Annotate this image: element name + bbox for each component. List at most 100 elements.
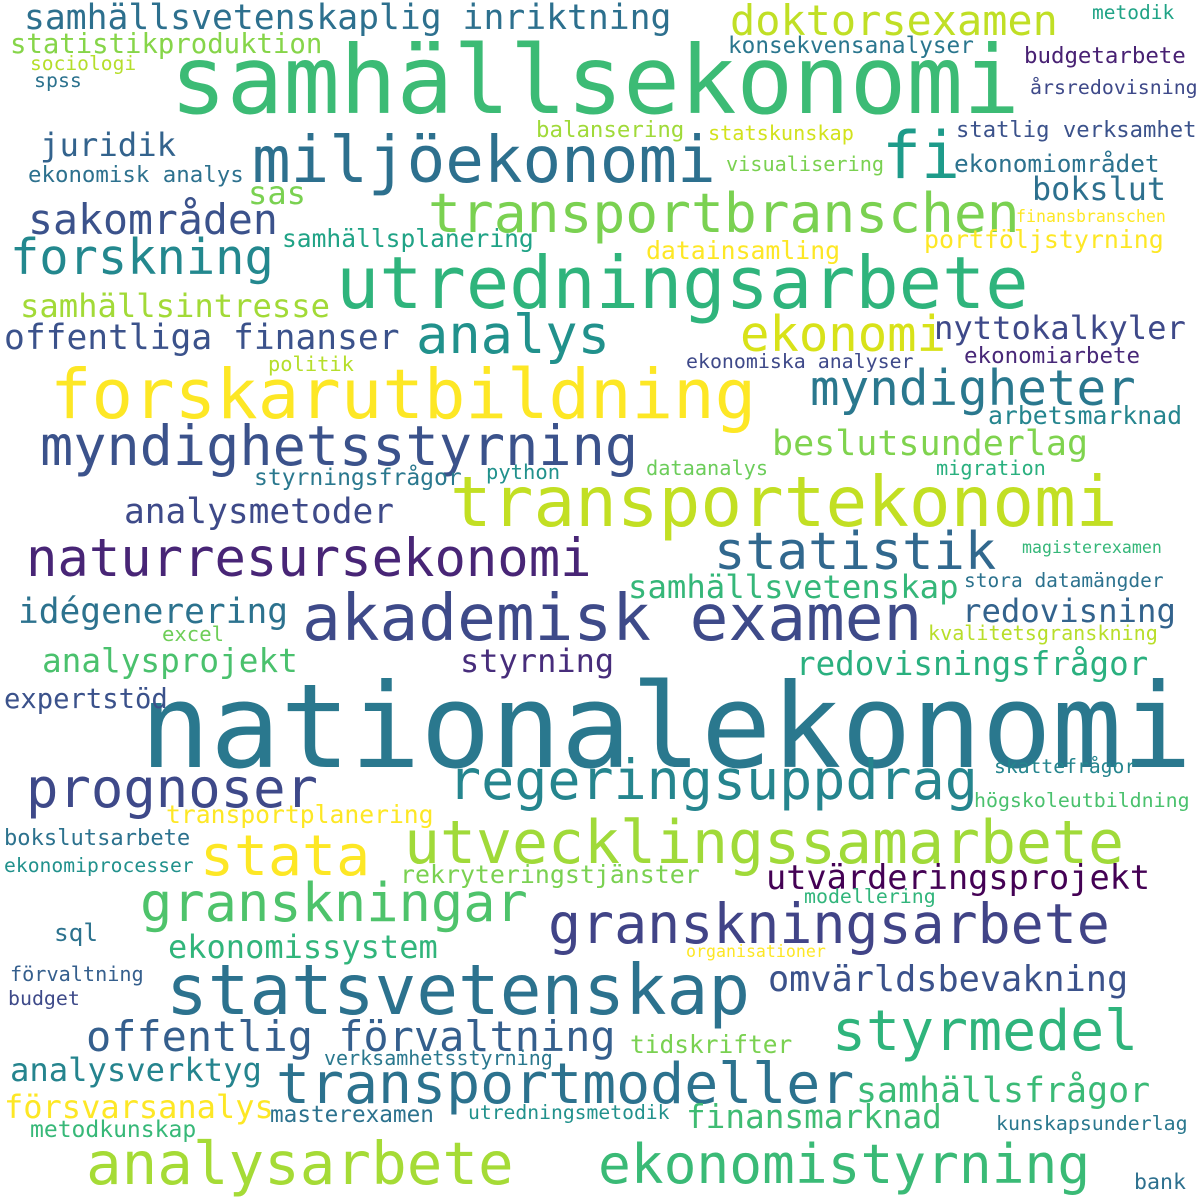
word-samhallsfragor: samhällsfrågor <box>856 1070 1151 1111</box>
word-kvalitetsgranskning: kvalitetsgranskning <box>928 620 1158 645</box>
word-omvarldsbevakning: omvärldsbevakning <box>768 958 1129 1000</box>
word-masterexamen: masterexamen <box>270 1102 434 1129</box>
word-granskningsarbete: granskningsarbete <box>548 892 1110 957</box>
word-tidskrifter: tidskrifter <box>630 1030 793 1060</box>
word-samhallsekonomi: samhällsekonomi <box>170 27 1020 137</box>
word-ekonomissystem: ekonomissystem <box>168 928 438 967</box>
word-ekonomiomradet: ekonomiområdet <box>954 149 1160 179</box>
word-balansering: balansering <box>536 117 685 144</box>
word-statskunskap: statskunskap <box>708 120 854 145</box>
word-idegenerering: idégenerering <box>18 592 289 633</box>
word-analysprojekt: analysprojekt <box>42 642 298 680</box>
word-samhallsintresse: samhällsintresse <box>20 287 331 326</box>
word-budget: budget <box>8 986 80 1010</box>
word-portfoljstyrning: portföljstyrning <box>924 225 1164 254</box>
word-dataanalys: dataanalys <box>646 455 769 480</box>
word-hogskoleutbildning: högskoleutbildning <box>974 788 1190 812</box>
word-nationalekonomi: nationalekonomi <box>140 660 1193 796</box>
word-forsvarsanalys: försvarsanalys <box>4 1088 274 1127</box>
word-utredningsarbete: utredningsarbete <box>336 240 1029 325</box>
word-utvecklingssamarbete: utvecklingssamarbete <box>404 807 1125 878</box>
word-miljoekonomi: miljöekonomi <box>252 122 716 198</box>
word-myndighetsstyrning: myndighetsstyrning <box>40 415 639 480</box>
word-politik: politik <box>268 352 354 377</box>
word-finansmarknad: finansmarknad <box>686 1098 942 1136</box>
word-bokslutsarbete: bokslutsarbete <box>4 824 191 851</box>
word-kunskapsunderlag: kunskapsunderlag <box>996 1111 1188 1135</box>
word-ekonomiska-analyser: ekonomiska analyser <box>686 349 914 373</box>
word-transportekonomi: transportekonomi <box>450 462 1118 543</box>
word-organisationer: organisationer <box>686 942 826 962</box>
word-ekonomiprocesser: ekonomiprocesser <box>4 853 194 877</box>
word-forskarutbildning: forskarutbildning <box>50 355 757 436</box>
word-arsredovisning: årsredovisning <box>1030 75 1198 99</box>
word-verksamhetsstyrning: verksamhetsstyrning <box>324 1045 553 1070</box>
word-modellering: modellering <box>804 884 936 908</box>
word-ekonomiarbete: ekonomiarbete <box>964 343 1141 370</box>
word-offentlig-forvaltning: offentlig förvaltning <box>86 1012 616 1062</box>
word-samhallsvetenskaplig-inriktning: samhällsvetenskaplig inriktning <box>24 0 672 38</box>
word-statlig-verksamhet: statlig verksamhet <box>956 116 1197 143</box>
word-finansbranschen: finansbranschen <box>1016 207 1166 227</box>
word-transportmodeller: transportmodeller <box>276 1051 855 1117</box>
word-sociologi: sociologi <box>30 51 137 75</box>
word-stata: stata <box>200 823 371 889</box>
word-stora-datamangder: stora datamängder <box>964 568 1164 592</box>
word-samhallsplanering: samhällsplanering <box>282 224 534 254</box>
word-excel: excel <box>162 622 224 647</box>
word-beslutsunderlag: beslutsunderlag <box>772 423 1089 464</box>
word-analysarbete: analysarbete <box>86 1129 514 1199</box>
word-budgetarbete: budgetarbete <box>1024 43 1186 70</box>
word-samhallsvetenskap: samhällsvetenskap <box>628 568 959 607</box>
word-ekonomi: ekonomi <box>740 305 947 363</box>
word-granskningar: granskningar <box>140 871 528 935</box>
word-bokslut: bokslut <box>1032 170 1167 208</box>
word-statistikproduktion: statistikproduktion <box>10 28 323 60</box>
word-sql: sql <box>54 918 99 948</box>
word-styrning: styrning <box>460 642 615 681</box>
word-analysmetoder: analysmetoder <box>124 492 395 533</box>
word-akademisk-examen: akademisk examen <box>302 580 923 656</box>
word-juridik: juridik <box>40 126 177 165</box>
word-migration: migration <box>936 456 1046 481</box>
word-utredningsmetodik: utredningsmetodik <box>468 1100 670 1124</box>
word-sas: sas <box>248 174 306 213</box>
word-prognoser: prognoser <box>26 757 319 820</box>
word-forvaltning: förvaltning <box>10 961 144 986</box>
word-spss: spss <box>34 68 82 92</box>
word-myndigheter: myndigheter <box>810 359 1136 418</box>
word-forskning: forskning <box>10 229 274 286</box>
word-visualisering: visualisering <box>726 151 885 176</box>
word-fi: fi <box>882 119 961 195</box>
word-statsvetenskap: statsvetenskap <box>166 951 751 1031</box>
word-doktorsexamen: doktorsexamen <box>730 0 1058 46</box>
word-skattefragor: skattefrågor <box>994 754 1137 778</box>
word-analysverktyg: analysverktyg <box>10 1051 262 1090</box>
word-rekryteringstjanster: rekryteringstjänster <box>400 860 700 889</box>
word-sakomraden: sakområden <box>28 195 278 245</box>
word-metodik: metodik <box>1092 0 1175 24</box>
word-transportbranschen: transportbranschen <box>428 180 1020 245</box>
word-transportplanering: transportplanering <box>166 800 434 830</box>
word-analys: analys <box>416 303 610 367</box>
word-styrningsfragor: styrningsfrågor <box>254 465 462 491</box>
word-python: python <box>486 460 561 485</box>
word-styrmedel: styrmedel <box>832 998 1139 1064</box>
word-bank: bank <box>1134 1169 1187 1195</box>
word-arbetsmarknad: arbetsmarknad <box>988 401 1183 431</box>
word-magisterexamen: magisterexamen <box>1022 538 1162 558</box>
word-nyttokalkyler: nyttokalkyler <box>934 309 1186 348</box>
word-naturresursekonomi: naturresursekonomi <box>26 528 592 589</box>
word-ekonomistyrning: ekonomistyrning <box>598 1131 1091 1196</box>
word-redovisning: redovisning <box>962 592 1176 631</box>
word-ekonomisk-analys: ekonomisk analys <box>28 162 244 189</box>
word-regeringsuppdrag: regeringsuppdrag <box>448 748 978 813</box>
word-statistik: statistik <box>714 521 997 582</box>
word-konsekvensanalyser: konsekvensanalyser <box>728 33 974 60</box>
word-expertstod: expertstöd <box>4 683 168 715</box>
word-offentliga-finanser: offentliga finanser <box>4 318 400 358</box>
word-datainsamling: datainsamling <box>646 236 841 266</box>
word-redovisningsfragor: redovisningsfrågor <box>796 645 1149 684</box>
word-metodkunskap: metodkunskap <box>30 1117 197 1143</box>
